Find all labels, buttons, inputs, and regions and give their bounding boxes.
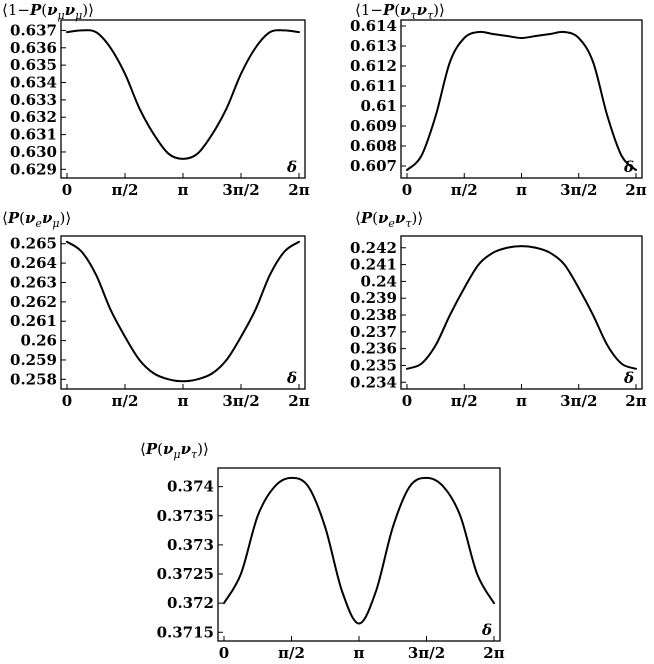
x-tick-label: 3π/2 [560,392,597,410]
chart-title: ⟨P(νe​νμ​)⟩ [2,209,71,230]
x-axis-label: δ [286,369,297,387]
x-tick-label: π [178,392,189,410]
x-tick-label: π/2 [451,181,478,199]
series-line [66,240,300,383]
x-tick-label: 2π [288,392,309,410]
x-tick-label: π/2 [112,392,139,410]
y-tick-label: 0.258 [10,370,57,388]
x-tick-label: 2π [625,181,646,199]
y-tick-label: 0.613 [350,37,397,55]
y-tick-label: 0.374 [167,478,214,496]
y-tick-label: 0.634 [10,74,57,92]
y-tick-label: 0.636 [10,39,57,57]
y-tick-label: 0.237 [350,323,397,341]
x-tick-label: π/2 [278,644,305,662]
y-tick-label: 0.235 [350,356,397,374]
x-tick-label: 2π [288,181,309,199]
x-axis-label: δ [623,158,634,176]
chart-panel-4: ⟨P(νe​ντ​)⟩δ0.2420.2410.240.2390.2380.23… [350,209,647,410]
y-tick-label: 0.259 [10,351,57,369]
y-tick-label: 0.238 [350,306,397,324]
y-tick-label: 0.614 [350,17,397,35]
y-tick-label: 0.3715 [157,623,214,641]
y-tick-label: 0.61 [360,97,397,115]
y-tick-label: 0.262 [10,293,57,311]
y-tick-label: 0.609 [350,117,397,135]
y-tick-label: 0.631 [10,126,57,144]
y-tick-label: 0.372 [167,594,214,612]
y-tick-label: 0.632 [10,108,57,126]
x-axis-label: δ [286,158,297,176]
y-tick-label: 0.629 [10,160,57,178]
y-tick-label: 0.611 [350,77,397,95]
chart-title: ⟨P(νμ​ντ​)⟩ [140,440,209,461]
plot-frame [60,235,306,390]
x-tick-label: 2π [625,392,646,410]
y-tick-label: 0.241 [350,256,397,274]
y-tick-label: 0.239 [350,289,397,307]
y-tick-label: 0.637 [10,21,57,39]
x-tick-label: 0 [62,181,72,199]
y-tick-label: 0.242 [350,239,397,257]
x-tick-label: 3π/2 [560,181,597,199]
x-axis-label: δ [623,369,634,387]
x-tick-label: π/2 [112,181,139,199]
x-axis-label: δ [481,621,492,639]
x-tick-label: π [178,181,189,199]
chart-panel-2: ⟨1−P(ντ​ντ​)⟩ δ 0.614 0.613 0.612 0.611 0.61 0.… [350,1,647,199]
y-tick-label: 0.608 [350,137,397,155]
series-line [406,30,637,171]
y-tick-label: 0.236 [350,340,397,358]
y-tick-label: 0.265 [10,235,57,253]
y-tick-label: 0.612 [350,57,397,75]
y-tick-label: 0.607 [350,157,397,175]
chart-panel-5: ⟨P(νμ​ντ​)⟩ δ 0.374 0.3735 0.373 0.3725 0.372 0… [140,440,505,662]
x-tick-label: 3π/2 [408,644,445,662]
chart-title: ⟨P(νe​ντ​)⟩ [355,209,423,230]
y-tick-label: 0.263 [10,273,57,291]
x-tick-label: π [516,392,527,410]
y-tick-label: 0.373 [167,536,214,554]
plot-frame [217,467,501,642]
plot-frame [400,19,643,179]
x-tick-label: π [516,181,527,199]
y-tick-label: 0.630 [10,143,57,161]
series-line [406,245,637,370]
x-tick-label: π [354,644,365,662]
y-tick-label: 0.635 [10,56,57,74]
series-line [223,476,495,625]
x-tick-label: 0 [219,644,229,662]
chart-panel-1: ⟨1−P(νμ​νμ​)⟩δ0.6370.6360.6350.6340.6330… [2,1,310,199]
chart-title: ⟨1−P(νμ​νμ​)⟩ [2,1,94,22]
y-tick-label: 0.264 [10,254,57,272]
x-tick-label: 0 [402,181,412,199]
y-tick-label: 0.26 [20,332,57,350]
x-tick-label: 2π [483,644,504,662]
y-tick-label: 0.234 [350,373,397,391]
x-tick-label: 3π/2 [222,392,259,410]
plot-frame [400,235,643,390]
y-tick-label: 0.24 [360,272,397,290]
x-tick-label: 0 [402,392,412,410]
x-tick-label: 0 [62,392,72,410]
y-tick-label: 0.633 [10,91,57,109]
x-tick-label: 3π/2 [222,181,259,199]
x-tick-label: π/2 [451,392,478,410]
y-tick-label: 0.3735 [157,507,214,525]
plot-frame [60,19,306,179]
chart-title: ⟨1−P(ντ​ντ​)⟩ [355,1,445,22]
series-line [66,29,300,160]
y-tick-label: 0.261 [10,312,57,330]
y-tick-label: 0.3725 [157,565,214,583]
